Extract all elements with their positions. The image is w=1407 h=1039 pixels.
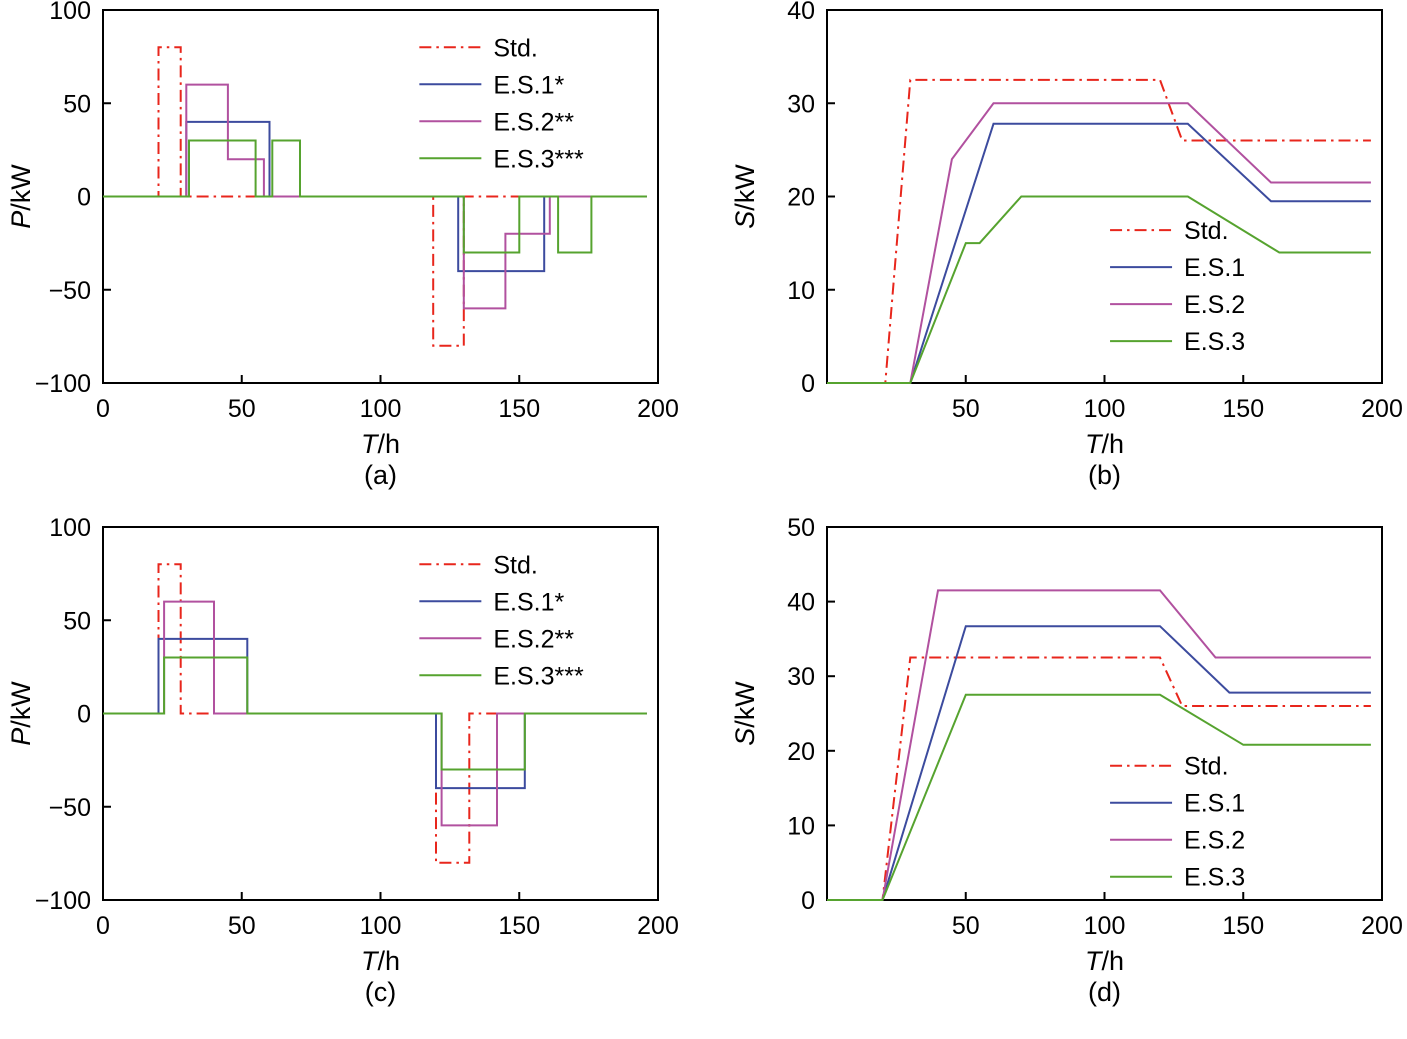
y-tick-label: 30 [787,663,815,691]
y-axis-label: P/kW [6,681,36,746]
series-E.S.3 [827,693,1371,901]
panel-a: 0 50 100 150 200 −100 −50 0 50 100 T/h P/kW Std. E.S.… [0,0,704,517]
panel-c: 0 50 100 150 200 −100 −50 0 50 100 T/h P/kW Std. E.S.… [0,514,704,1034]
x-tick-label: 0 [96,912,110,940]
y-tick-label: 10 [787,277,815,305]
y-tick-label: 0 [801,370,815,398]
x-axis-label: T/h [361,946,400,976]
x-tick-label: 50 [228,395,256,423]
series-E.S.2 [827,102,1371,384]
legend-label: E.S.1* [493,588,564,616]
y-tick-label: 100 [49,517,91,542]
y-tick-label: 20 [787,184,815,212]
x-tick-label: 100 [360,912,402,940]
legend-label: Std. [493,34,537,62]
legend-label: Std. [1184,753,1228,781]
y-tick-label: −50 [49,794,91,822]
legend-label: E.S.2** [493,108,574,136]
y-tick-label: 30 [787,90,815,118]
y-tick-label: 0 [77,184,91,212]
caption-b: (b) [1088,460,1121,490]
y-tick-label: 50 [63,607,91,635]
series-E.S.3*** [103,656,647,771]
y-tick-label: 10 [787,812,815,840]
y-tick-label: 50 [63,90,91,118]
y-tick-label: 50 [787,517,815,542]
x-tick-label: 200 [1361,395,1403,423]
y-tick-label: 20 [787,738,815,766]
x-tick-label: 50 [952,912,980,940]
y-axis-label: P/kW [6,164,36,229]
chart-b-svg: 50 100 150 200 0 10 20 30 40 T/h S/kW Std. E.S.1 E.S.… [730,0,1403,459]
panel-d: 50 100 150 200 0 10 20 30 40 50 T/h S/kW Std. E.S.1 E.… [704,514,1407,1034]
y-tick-label: −100 [35,370,91,398]
caption-a: (a) [364,460,397,490]
legend-label: E.S.3 [1184,328,1245,356]
chart-a: 0 50 100 150 200 −100 −50 0 50 100 T/h P/kW Std. E.S.… [0,0,703,522]
x-tick-label: 200 [637,395,679,423]
legend-label: E.S.2 [1184,827,1245,855]
y-axis-label: S/kW [730,164,760,229]
y-tick-label: 0 [77,701,91,729]
x-tick-label: 50 [952,395,980,423]
series-E.S.3*** [103,139,647,254]
caption-d: (d) [1088,977,1121,1007]
y-tick-label: 40 [787,0,815,25]
legend-label: E.S.1 [1184,790,1245,818]
x-axis-label: T/h [1085,946,1124,976]
legend-label: E.S.3 [1184,864,1245,892]
y-tick-label: −100 [35,887,91,915]
x-tick-label: 100 [360,395,402,423]
x-tick-label: 200 [1361,912,1403,940]
x-tick-label: 150 [498,395,540,423]
x-tick-label: 0 [96,395,110,423]
legend-label: E.S.1 [1184,254,1245,282]
series-E.S.3 [827,195,1371,384]
chart-d: 50 100 150 200 0 10 20 30 40 50 T/h S/kW Std. E.S.1 E.… [724,514,1407,1039]
chart-d-svg: 50 100 150 200 0 10 20 30 40 50 T/h S/kW Std. E.S.1 E.… [730,514,1403,976]
y-tick-label: 0 [801,887,815,915]
legend-label: Std. [1184,217,1228,245]
x-tick-label: 150 [1222,395,1264,423]
x-tick-label: 100 [1084,912,1126,940]
x-tick-label: 200 [637,912,679,940]
chart-a-svg: 0 50 100 150 200 −100 −50 0 50 100 T/h P/kW Std. E.S.… [6,0,679,459]
x-tick-label: 150 [498,912,540,940]
series-Std. [827,78,1371,384]
y-tick-label: −50 [49,277,91,305]
legend-label: E.S.2 [1184,291,1245,319]
legend-label: E.S.3*** [493,662,584,690]
y-axis-label: S/kW [730,681,760,746]
series-Std. [827,656,1371,901]
chart-b: 50 100 150 200 0 10 20 30 40 T/h S/kW Std. E.S.1 E.S.… [724,0,1407,522]
y-tick-label: 40 [787,589,815,617]
x-tick-label: 100 [1084,395,1126,423]
x-axis-label: T/h [361,429,400,459]
legend-label: E.S.2** [493,625,574,653]
legend-label: E.S.1* [493,71,564,99]
x-tick-label: 50 [228,912,256,940]
chart-c-svg: 0 50 100 150 200 −100 −50 0 50 100 T/h P/kW Std. E.S.… [6,514,679,976]
y-tick-label: 100 [49,0,91,25]
x-tick-label: 150 [1222,912,1264,940]
legend-label: E.S.3*** [493,145,584,173]
caption-c: (c) [364,977,397,1007]
plot-frame [826,526,1383,901]
x-axis-label: T/h [1085,429,1124,459]
series-E.S.1 [827,625,1371,901]
chart-c: 0 50 100 150 200 −100 −50 0 50 100 T/h P/kW Std. E.S.… [0,514,703,1039]
legend-label: Std. [493,551,537,579]
panel-b: 50 100 150 200 0 10 20 30 40 T/h S/kW Std. E.S.1 E.S.… [704,0,1407,517]
